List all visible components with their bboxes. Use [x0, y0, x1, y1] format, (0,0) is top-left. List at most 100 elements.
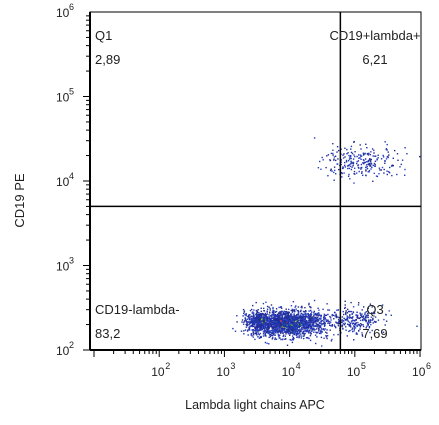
data-point [304, 332, 306, 335]
data-point [315, 316, 317, 319]
data-point [316, 326, 318, 328]
data-point [333, 159, 335, 161]
data-point [289, 329, 292, 331]
data-point [261, 316, 263, 319]
data-point [299, 333, 302, 335]
data-point [310, 319, 312, 322]
data-point [359, 326, 361, 328]
data-point [287, 325, 289, 327]
data-point [391, 164, 394, 166]
data-point [293, 324, 295, 326]
data-point [309, 319, 311, 321]
data-point [273, 321, 275, 323]
data-point [342, 310, 344, 313]
data-point [284, 321, 287, 323]
data-point [370, 168, 372, 170]
data-point [356, 315, 359, 318]
data-point [314, 314, 316, 316]
data-point [273, 313, 275, 316]
data-point [366, 166, 368, 168]
data-point [243, 310, 246, 312]
data-point [367, 324, 369, 327]
data-point [293, 318, 295, 320]
data-point [354, 320, 356, 322]
data-point [383, 172, 385, 174]
data-point [358, 167, 360, 169]
data-point [314, 328, 316, 331]
data-point [276, 319, 278, 321]
data-point [232, 327, 234, 330]
data-point [273, 317, 275, 319]
y-tick-label: 10 [56, 260, 70, 274]
data-point [316, 312, 318, 315]
data-point [264, 341, 267, 344]
data-point [302, 324, 304, 326]
data-point [319, 332, 321, 335]
data-point [297, 311, 300, 314]
data-point [324, 318, 327, 320]
data-point [368, 327, 371, 329]
data-point [259, 315, 262, 318]
data-point [346, 165, 349, 167]
data-point [365, 311, 367, 313]
data-point [293, 315, 295, 317]
data-point [369, 303, 372, 305]
data-point [255, 301, 257, 304]
data-point [280, 338, 282, 341]
data-point [319, 318, 321, 320]
data-point [287, 327, 290, 329]
data-point [380, 158, 383, 160]
data-point [382, 154, 384, 157]
data-point [295, 331, 297, 333]
data-point [349, 329, 351, 332]
data-point [257, 313, 259, 316]
data-point [280, 320, 282, 322]
quadrant-label: CD19-lambda- [95, 302, 180, 317]
data-point [330, 340, 333, 342]
data-point [325, 336, 328, 338]
data-point [317, 167, 320, 169]
data-point [388, 172, 391, 174]
data-point [254, 322, 257, 324]
data-point [287, 322, 289, 324]
data-point [284, 316, 287, 319]
data-point [272, 337, 274, 339]
x-tick-label: 10 [282, 365, 296, 379]
data-point [286, 311, 288, 314]
data-point [371, 329, 373, 332]
data-point [289, 318, 291, 321]
data-point [367, 171, 369, 173]
data-point [281, 324, 284, 326]
data-point [320, 330, 322, 333]
data-point [272, 327, 275, 329]
data-point [288, 316, 291, 318]
data-point [304, 310, 307, 313]
data-point [374, 160, 377, 162]
data-point [324, 317, 326, 319]
data-point [303, 313, 306, 315]
data-point [272, 313, 274, 316]
data-point [254, 326, 256, 328]
data-point [310, 325, 313, 327]
data-point [305, 337, 308, 339]
data-point [291, 322, 294, 324]
data-point [320, 316, 322, 318]
data-point [330, 168, 332, 171]
data-point [361, 166, 363, 169]
data-point [334, 169, 336, 172]
data-point [333, 171, 335, 174]
data-point [273, 318, 275, 321]
data-point [275, 320, 277, 322]
data-point [361, 335, 364, 337]
data-point [385, 158, 388, 160]
data-point [367, 310, 369, 313]
data-point [264, 320, 266, 322]
data-point [295, 320, 297, 323]
data-point [330, 152, 333, 155]
data-point [312, 318, 314, 320]
data-point [366, 168, 369, 170]
data-point [263, 318, 266, 320]
data-point [313, 322, 315, 324]
data-point [280, 327, 283, 329]
data-point [298, 336, 300, 339]
